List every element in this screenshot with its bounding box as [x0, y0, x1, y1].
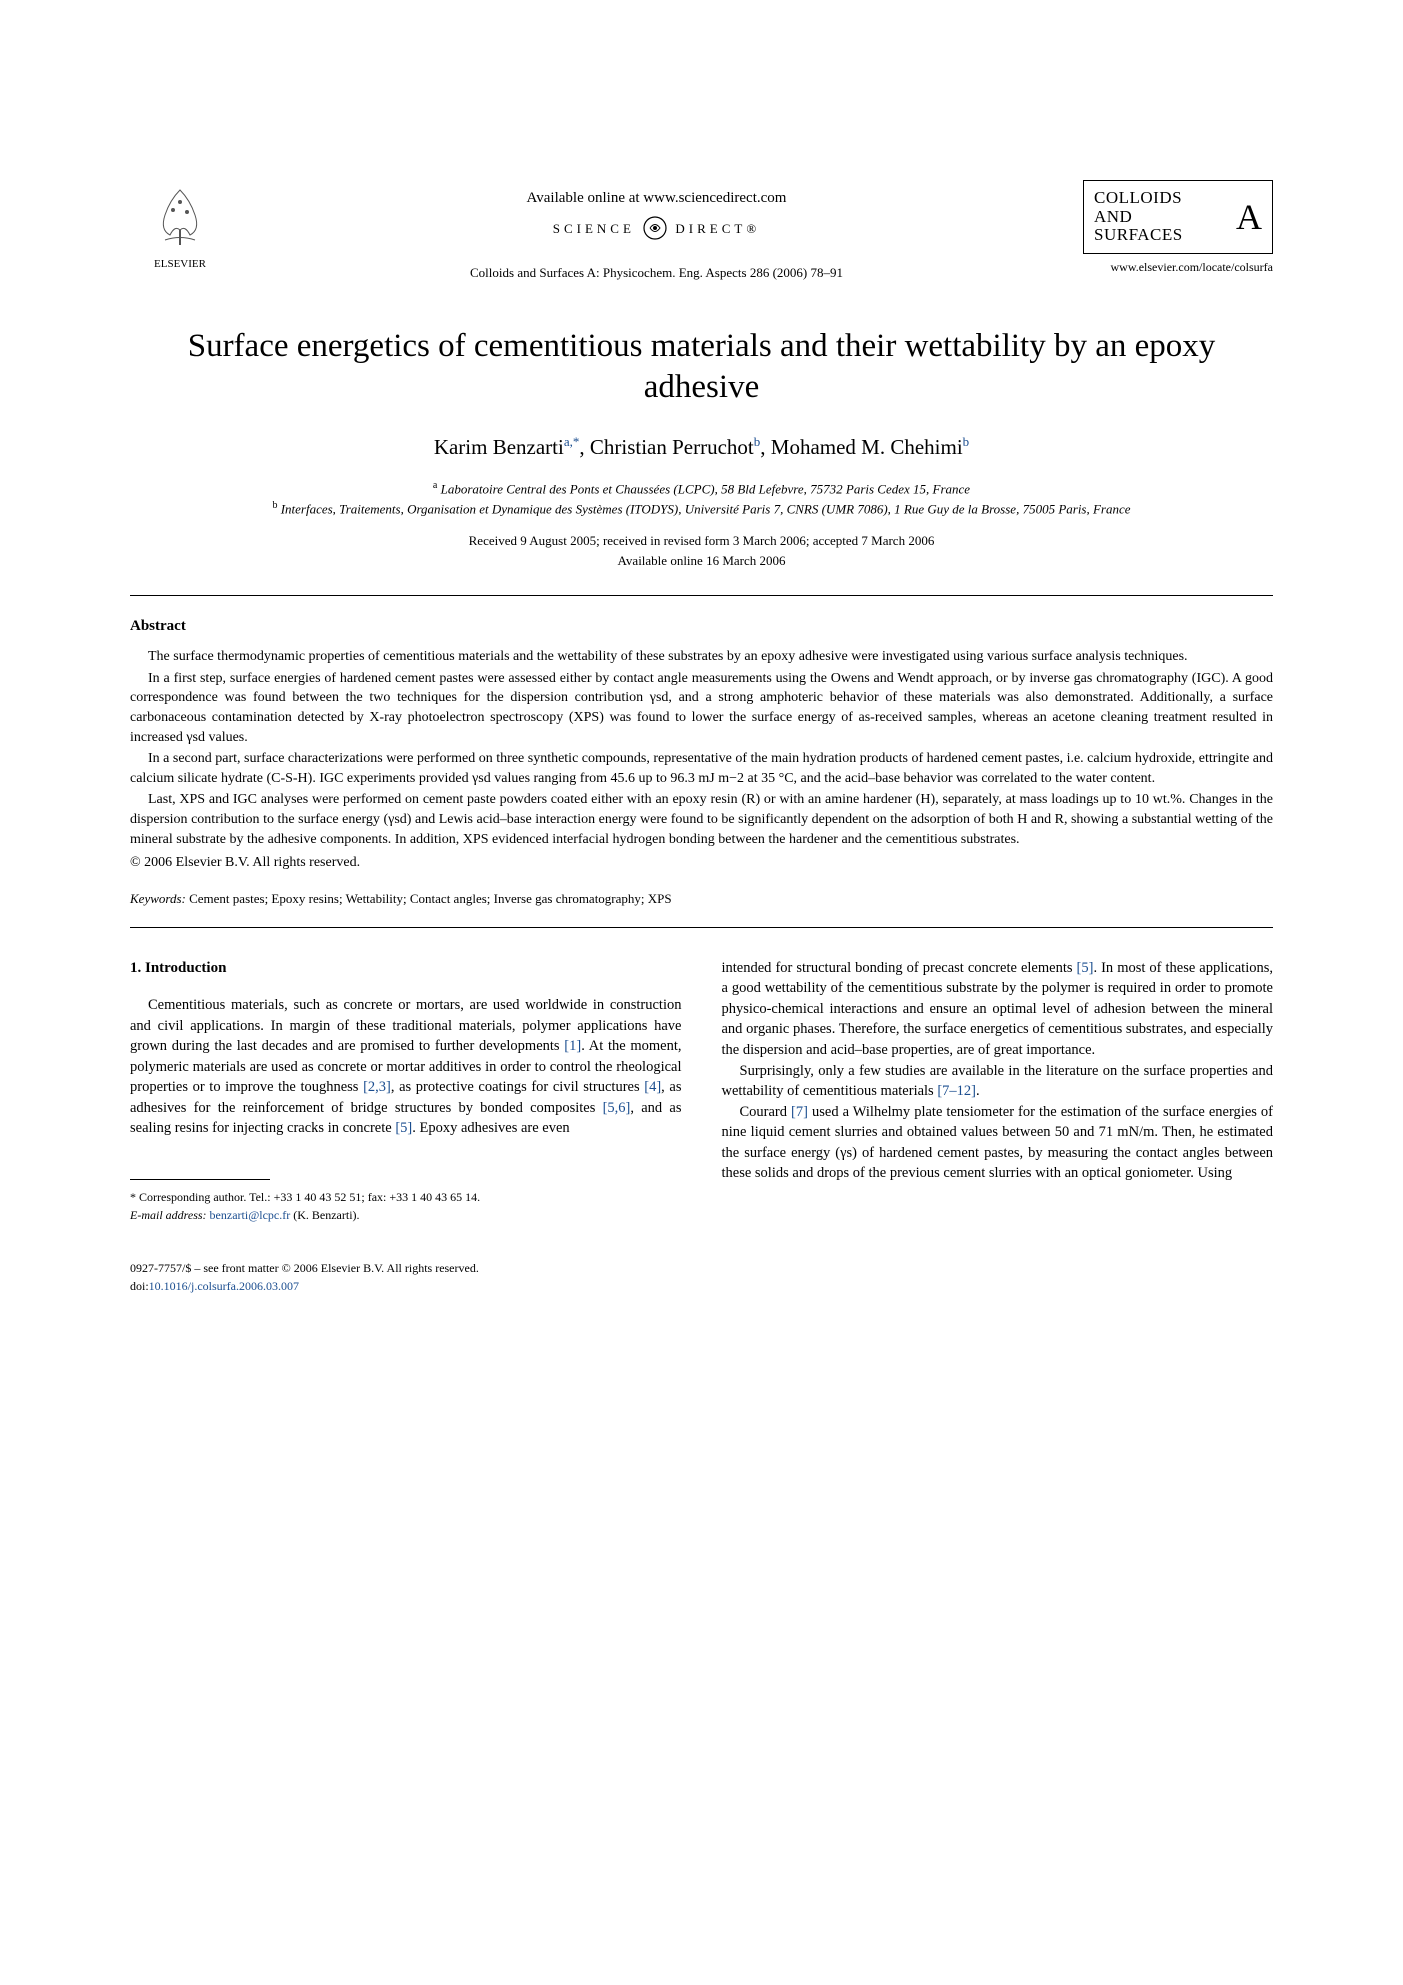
journal-logo-inner: COLLOIDS AND SURFACES A [1083, 180, 1273, 254]
author-3-sup: b [963, 434, 970, 449]
intro-text-2a: intended for structural bonding of preca… [722, 960, 1077, 976]
ref-2-3[interactable]: [2,3] [363, 1079, 391, 1095]
journal-logo-line1: COLLOIDS [1094, 189, 1183, 208]
journal-logo-line3: SURFACES [1094, 226, 1183, 245]
elsevier-tree-icon [145, 180, 215, 250]
journal-logo-box: COLLOIDS AND SURFACES A www.elsevier.com… [1083, 180, 1273, 275]
affiliations: a Laboratoire Central des Ponts et Chaus… [130, 478, 1273, 520]
intro-col2-p1: intended for structural bonding of preca… [722, 958, 1274, 1061]
ref-7-12[interactable]: [7–12] [937, 1083, 976, 1099]
ref-5b[interactable]: [5] [1077, 960, 1094, 976]
page-container: ELSEVIER Available online at www.science… [0, 0, 1403, 1375]
keywords-text: Cement pastes; Epoxy resins; Wettability… [189, 891, 672, 906]
intro-col1-p1: Cementitious materials, such as concrete… [130, 995, 682, 1139]
publisher-name: ELSEVIER [130, 258, 230, 270]
sciencedirect-text-2: DIRECT® [675, 221, 760, 236]
intro-col2-p3: Courard [7] used a Wilhelmy plate tensio… [722, 1102, 1274, 1184]
sciencedirect-text-1: SCIENCE [553, 221, 635, 236]
intro-text-1c: , as protective coatings for civil struc… [391, 1079, 644, 1095]
sciencedirect-icon [642, 215, 668, 245]
authors: Karim Benzartia,*, Christian Perruchotb,… [130, 434, 1273, 460]
intro-text-2e: Courard [740, 1104, 792, 1120]
intro-text-1f: . Epoxy adhesives are even [412, 1120, 569, 1136]
elsevier-logo: ELSEVIER [130, 180, 230, 270]
rule-2 [130, 927, 1273, 928]
journal-reference: Colloids and Surfaces A: Physicochem. En… [230, 265, 1083, 281]
intro-heading: 1. Introduction [130, 958, 682, 979]
affiliation-a: Laboratoire Central des Ponts et Chaussé… [441, 481, 970, 496]
abstract-p3: In a second part, surface characterizati… [130, 749, 1273, 788]
article-dates: Received 9 August 2005; received in revi… [130, 531, 1273, 570]
abstract-heading: Abstract [130, 618, 1273, 635]
column-right: intended for structural bonding of preca… [722, 958, 1274, 1224]
header-row: ELSEVIER Available online at www.science… [130, 180, 1273, 281]
ref-1[interactable]: [1] [564, 1038, 581, 1054]
column-left: 1. Introduction Cementitious materials, … [130, 958, 682, 1224]
footnote: * Corresponding author. Tel.: +33 1 40 4… [130, 1188, 682, 1224]
doi-label: doi: [130, 1279, 149, 1293]
email-name: (K. Benzarti). [293, 1208, 359, 1222]
keywords-label: Keywords: [130, 891, 186, 906]
ref-5-6[interactable]: [5,6] [603, 1100, 631, 1116]
sciencedirect-logo: SCIENCE DIRECT® [230, 215, 1083, 245]
aff-b-sup: b [272, 500, 277, 511]
issn-line: 0927-7757/$ – see front matter © 2006 El… [130, 1259, 1273, 1277]
doi-value[interactable]: 10.1016/j.colsurfa.2006.03.007 [149, 1279, 299, 1293]
intro-text-2d: . [976, 1083, 980, 1099]
doi-line: doi:10.1016/j.colsurfa.2006.03.007 [130, 1277, 1273, 1295]
footer: 0927-7757/$ – see front matter © 2006 El… [130, 1259, 1273, 1295]
ref-5[interactable]: [5] [395, 1120, 412, 1136]
abstract-body: The surface thermodynamic properties of … [130, 647, 1273, 873]
email-label: E-mail address: [130, 1208, 207, 1222]
abstract-p2: In a first step, surface energies of har… [130, 669, 1273, 747]
two-column-layout: 1. Introduction Cementitious materials, … [130, 958, 1273, 1224]
abstract-p1: The surface thermodynamic properties of … [130, 647, 1273, 667]
author-2: Christian Perruchot [590, 435, 754, 459]
abstract-p4: Last, XPS and IGC analyses were performe… [130, 790, 1273, 849]
author-3: Mohamed M. Chehimi [771, 435, 963, 459]
corresponding-author: * Corresponding author. Tel.: +33 1 40 4… [130, 1188, 682, 1206]
ref-7[interactable]: [7] [791, 1104, 808, 1120]
journal-url: www.elsevier.com/locate/colsurfa [1083, 260, 1273, 275]
journal-logo-letter: A [1236, 196, 1262, 238]
author-1: Karim Benzarti [434, 435, 564, 459]
footnote-rule [130, 1179, 270, 1180]
email-line: E-mail address: benzarti@lcpc.fr (K. Ben… [130, 1206, 682, 1224]
received-date: Received 9 August 2005; received in revi… [469, 533, 935, 548]
journal-logo-line2: AND [1094, 208, 1183, 227]
copyright: © 2006 Elsevier B.V. All rights reserved… [130, 853, 1273, 873]
article-title: Surface energetics of cementitious mater… [130, 326, 1273, 409]
author-2-sup: b [754, 434, 761, 449]
available-online-text: Available online at www.sciencedirect.co… [230, 190, 1083, 207]
rule-1 [130, 595, 1273, 596]
keywords: Keywords: Cement pastes; Epoxy resins; W… [130, 891, 1273, 907]
affiliation-b: Interfaces, Traitements, Organisation et… [281, 502, 1131, 517]
center-header: Available online at www.sciencedirect.co… [230, 180, 1083, 281]
intro-col2-p2: Surprisingly, only a few studies are ava… [722, 1061, 1274, 1102]
online-date: Available online 16 March 2006 [618, 553, 786, 568]
aff-a-sup: a [433, 480, 437, 491]
email-address[interactable]: benzarti@lcpc.fr [210, 1208, 291, 1222]
journal-logo-text: COLLOIDS AND SURFACES [1094, 189, 1183, 245]
author-1-sup: a,* [564, 434, 580, 449]
intro-text-2c: Surprisingly, only a few studies are ava… [722, 1063, 1274, 1100]
ref-4[interactable]: [4] [644, 1079, 661, 1095]
